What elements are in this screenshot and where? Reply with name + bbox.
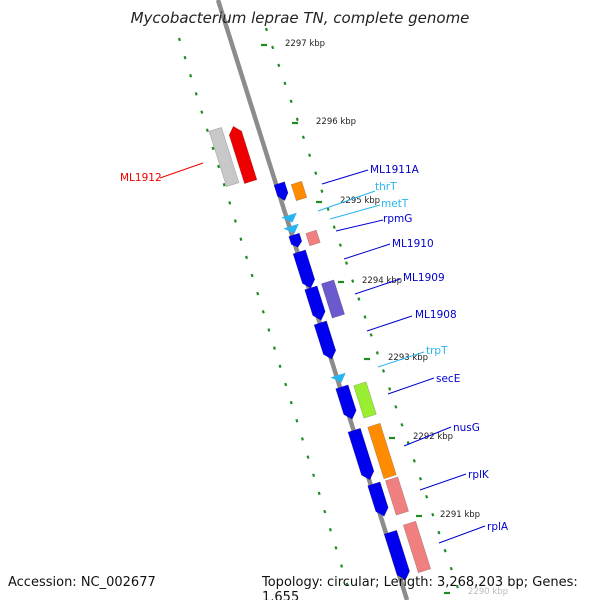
ml1910-callout-line (343, 243, 391, 260)
rplk-callout-line (419, 473, 467, 491)
sece-feature-shape (353, 381, 377, 419)
cds-feature (335, 384, 357, 420)
nusg-callout-line (403, 426, 452, 447)
cds-feature (273, 181, 289, 202)
cds-feature-shape (383, 529, 410, 581)
trpt-callout-line (377, 351, 425, 368)
accession-label: Accession: NC_002677 (8, 575, 156, 590)
ml1910-cds-feature-shape (292, 249, 316, 289)
ml1909-feature-shape (321, 279, 345, 319)
thrt-trna-feature (281, 212, 297, 223)
thrt-label: thrT (375, 181, 397, 193)
kbp-tick-label: 2291 kbp (440, 510, 480, 520)
kbp-tick-label: 2294 kbp (362, 276, 402, 286)
kbp-tick-label: 2292 kbp (413, 432, 453, 442)
rplk-feature-shape (385, 476, 409, 516)
mett-trna-feature-shape (283, 223, 299, 234)
cds-feature-shape (347, 427, 375, 481)
ml1909-label: ML1909 (403, 272, 445, 284)
kbp-tick-label: 2296 kbp (316, 117, 356, 127)
sece-feature (353, 381, 377, 419)
ml1910-cds-feature (292, 249, 316, 289)
nusg-feature (367, 422, 397, 480)
cds-feature-shape (335, 384, 357, 420)
trpt-trna-feature (330, 372, 346, 383)
rplk-label: rplK (468, 469, 490, 481)
genome-stats: Topology: circular; Length: 3,268,203 bp… (262, 575, 578, 600)
ml1912-gene-feature (208, 127, 240, 187)
trpt-label: trpT (426, 345, 448, 357)
cds-feature (304, 285, 326, 321)
ml1910-label: ML1910 (392, 238, 434, 250)
cds-feature-shape (304, 285, 326, 321)
rpla-feature-shape (402, 520, 432, 574)
sece-callout-line (387, 377, 435, 395)
ml1911a-label: ML1911A (370, 164, 420, 176)
rpla-feature (402, 520, 432, 574)
kbp-tick-label: 2290 kbp (468, 587, 508, 597)
map-title: Mycobacterium leprae TN, complete genome (130, 9, 470, 27)
ml1912-gene-feature-shape (208, 127, 240, 187)
ml1912-callout-line (159, 162, 204, 179)
kbp-tick-label: 2297 kbp (285, 39, 325, 49)
ml1908-callout-line (366, 315, 413, 332)
trpt-trna-feature-shape (330, 372, 346, 383)
ml1909-callout-line (354, 278, 401, 295)
rpmg-callout-line (335, 219, 384, 232)
kbp-tick-label: 2295 kbp (340, 196, 380, 206)
ml1908-cds-feature-shape (313, 320, 337, 360)
rpla-callout-line (438, 525, 486, 544)
ml1908-cds-feature (313, 320, 337, 360)
ml1911a-feature-shape (290, 180, 308, 202)
ml1908-label: ML1908 (415, 309, 457, 321)
kbp-tick-label: 2293 kbp (388, 353, 428, 363)
mett-trna-feature (283, 223, 299, 234)
ml1911a-callout-line (321, 169, 369, 185)
cds-feature (367, 481, 389, 517)
cds-feature (288, 232, 303, 248)
cds-feature-shape (273, 181, 289, 202)
nusg-label: nusG (453, 422, 480, 434)
ml1911a-feature (290, 180, 308, 202)
cds-feature (347, 427, 375, 481)
thrt-trna-feature-shape (281, 212, 297, 223)
ml1909-feature (321, 279, 345, 319)
cds-feature (383, 529, 410, 581)
rplk-feature (385, 476, 409, 516)
cds-feature-shape (367, 481, 389, 517)
ml1912-cds-feature (228, 125, 258, 184)
mett-label: metT (381, 198, 409, 210)
ml1912-label: ML1912 (120, 172, 162, 184)
rpmg-feature-shape (305, 229, 321, 247)
rpmg-feature (305, 229, 321, 247)
ml1912-cds-feature-shape (228, 125, 258, 184)
rpla-label: rplA (487, 521, 509, 533)
cds-feature-shape (288, 232, 303, 248)
nusg-feature-shape (367, 422, 397, 480)
sece-label: secE (436, 373, 460, 385)
mett-callout-line (329, 204, 381, 220)
thrt-callout-line (317, 190, 376, 212)
rpmg-label: rpmG (383, 213, 412, 225)
